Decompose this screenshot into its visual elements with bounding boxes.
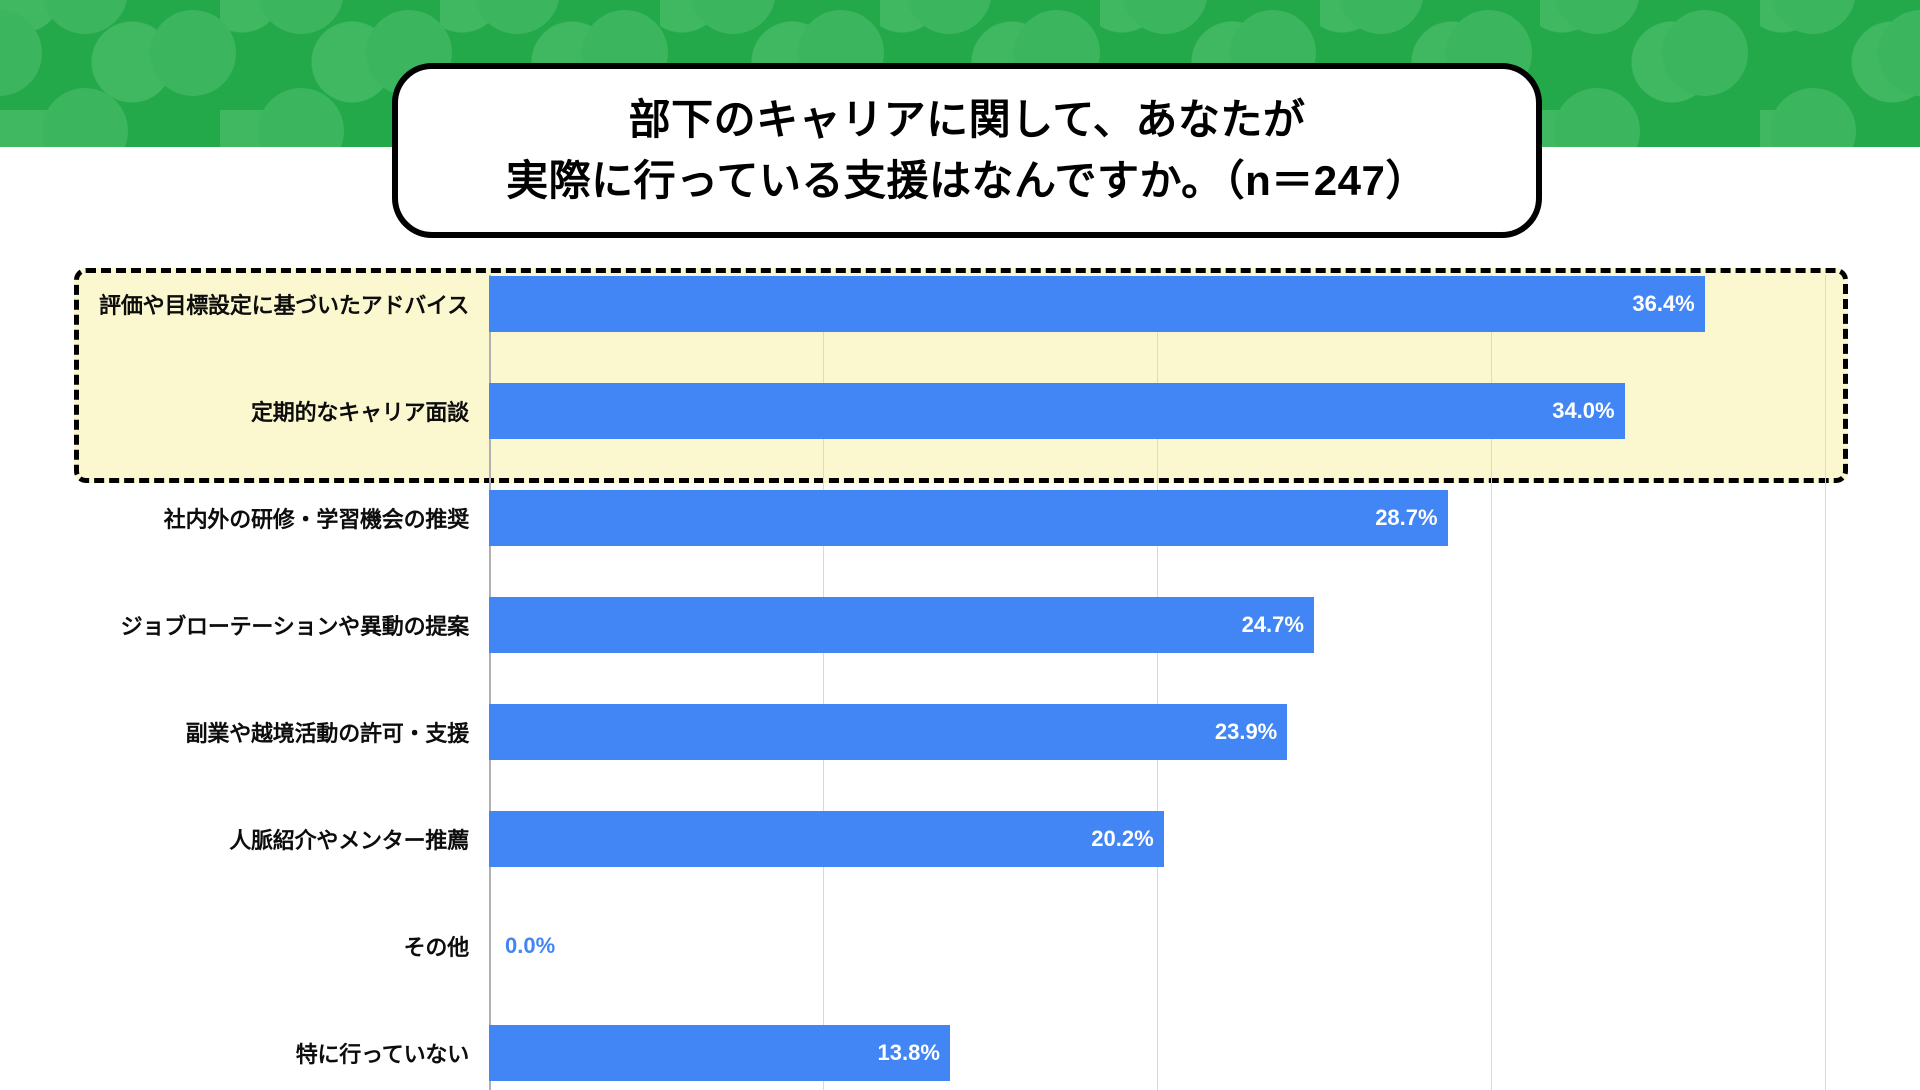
plot-area: 評価や目標設定に基づいたアドバイス 36.4% 定期的なキャリア面談 34.0% 社内外… [0, 250, 1920, 1090]
decorative-dot [258, 88, 344, 147]
bar-category-label: 特に行っていない [295, 1041, 470, 1067]
decorative-dot [0, 10, 42, 96]
decorative-dot [474, 0, 560, 34]
bar-track: 13.8% [489, 999, 1829, 1090]
decorative-dot [1878, 10, 1920, 96]
bar: 13.8% [489, 1024, 950, 1081]
bar-row: 副業や越境活動の許可・支援 23.9% [0, 678, 1920, 785]
bar: 23.9% [489, 703, 1288, 760]
bar-row: 特に行っていない 13.8% [0, 999, 1920, 1090]
bar-value-label: 34.0% [1552, 397, 1615, 423]
bar-track: 24.7% [489, 571, 1829, 678]
bar-value-label: 24.7% [1241, 611, 1304, 637]
gridline-30 [1491, 275, 1492, 1090]
decorative-dot [1770, 0, 1856, 34]
bar-value-label: 28.7% [1375, 504, 1438, 530]
bar: 36.4% [489, 275, 1705, 332]
bar-category-label: ジョブローテーションや異動の提案 [120, 613, 470, 639]
bar-track: 28.7% [489, 464, 1829, 571]
bar-category-label: 定期的なキャリア面談 [250, 399, 469, 425]
page-title-line-1: 部下のキャリアに関して、あなたが [628, 95, 1306, 143]
bar-category-label: 評価や目標設定に基づいたアドバイス [99, 292, 469, 318]
bar-track: 0.0% [489, 892, 1829, 999]
bar: 24.7% [489, 596, 1314, 653]
decorative-dot [42, 88, 128, 147]
bar: 28.7% [489, 489, 1448, 546]
gridline-20 [1157, 275, 1158, 1090]
decorative-dot [1554, 0, 1640, 34]
decorative-dot [258, 0, 344, 34]
bar-track: 34.0% [489, 357, 1829, 464]
bar-track: 20.2% [489, 785, 1829, 892]
bar-row: ジョブローテーションや異動の提案 24.7% [0, 571, 1920, 678]
decorative-dot [1662, 10, 1748, 96]
bar-rows: 評価や目標設定に基づいたアドバイス 36.4% 定期的なキャリア面談 34.0% 社内外… [0, 250, 1920, 1090]
decorative-dot [1122, 0, 1208, 34]
bar-value-label: 36.4% [1632, 290, 1695, 316]
y-axis-line [489, 275, 491, 1090]
decorative-dot [906, 0, 992, 34]
bar-category-label: 人脈紹介やメンター推薦 [229, 827, 469, 853]
decorative-dot [150, 10, 236, 96]
decorative-dot [1770, 88, 1856, 147]
bar: 20.2% [489, 810, 1164, 867]
bar-category-label: 副業や越境活動の許可・支援 [185, 720, 470, 746]
bar-value-label: 13.8% [877, 1039, 940, 1065]
bar-value-label: 0.0% [505, 932, 556, 958]
decorative-dot [42, 0, 128, 34]
bar: 34.0% [489, 382, 1625, 439]
gridline-10 [823, 275, 824, 1090]
bar-row: 人脈紹介やメンター推薦 20.2% [0, 785, 1920, 892]
bar-track: 36.4% [489, 250, 1829, 357]
bar-value-label: 23.9% [1214, 718, 1278, 744]
gridline-40 [1825, 275, 1826, 1090]
bar-category-label: 社内外の研修・学習機会の推奨 [163, 506, 469, 532]
decorative-dot [1554, 88, 1640, 147]
bar-chart: 評価や目標設定に基づいたアドバイス 36.4% 定期的なキャリア面談 34.0% 社内外… [0, 250, 1920, 1090]
decorative-dot [690, 0, 776, 34]
bar-row: 定期的なキャリア面談 34.0% [0, 357, 1920, 464]
bar-row: 社内外の研修・学習機会の推奨 28.7% [0, 464, 1920, 571]
bar-row: その他 0.0% [0, 892, 1920, 999]
title-bubble: 部下のキャリアに関して、あなたが 実際に行っている支援はなんですか。（n＝247… [392, 63, 1542, 238]
bar-row: 評価や目標設定に基づいたアドバイス 36.4% [0, 250, 1920, 357]
decorative-dot [1338, 0, 1424, 34]
page-title-line-2: 実際に行っている支援はなんですか。（n＝247） [506, 156, 1428, 204]
bar-track: 23.9% [489, 678, 1829, 785]
bar-category-label: その他 [403, 934, 470, 960]
bar-value-label: 20.2% [1091, 825, 1154, 851]
